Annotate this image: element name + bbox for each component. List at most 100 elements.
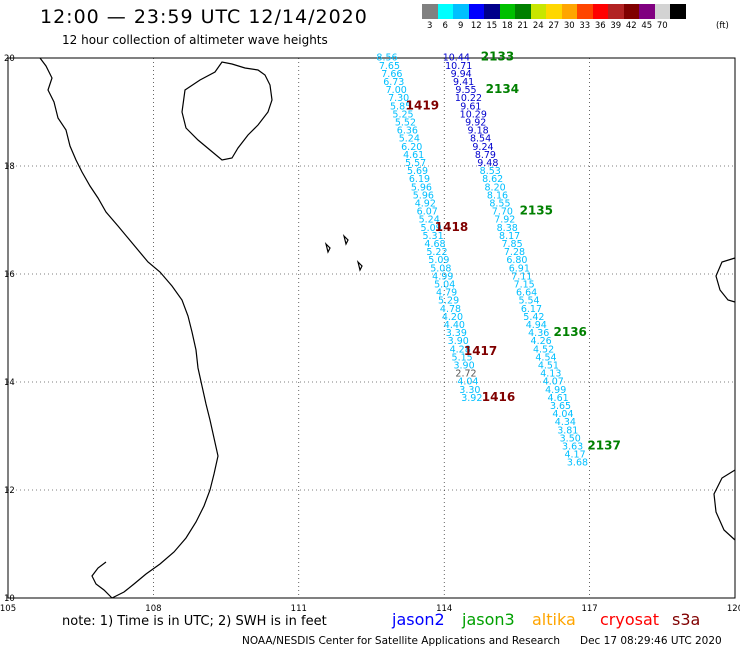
track-blue-east: 10.4410.719.949.419.5510.229.6110.299.92… bbox=[443, 50, 621, 469]
credit-line: NOAA/NESDIS Center for Satellite Applica… bbox=[242, 635, 560, 647]
pass-time-label: 1416 bbox=[482, 390, 515, 404]
wave-height-label: 4.99 bbox=[432, 271, 453, 282]
islet-c bbox=[356, 260, 363, 272]
wave-height-label: 7.70 bbox=[492, 207, 513, 218]
wave-height-label: 4.79 bbox=[436, 288, 457, 299]
wave-height-label: 8.17 bbox=[499, 231, 520, 242]
legend-swatch bbox=[484, 4, 500, 19]
wave-height-label: 6.36 bbox=[397, 126, 418, 137]
wave-height-label: 6.91 bbox=[509, 263, 530, 274]
wave-height-label: 4.40 bbox=[444, 320, 465, 331]
wave-height-label: 7.66 bbox=[381, 69, 402, 80]
wave-height-label: 4.04 bbox=[552, 409, 573, 420]
legend-swatch bbox=[639, 4, 655, 19]
legend-label: 39 bbox=[610, 21, 622, 31]
legend-swatch bbox=[670, 4, 686, 19]
wave-height-label: 4.54 bbox=[535, 352, 556, 363]
wave-height-label: 3.68 bbox=[567, 458, 588, 469]
pass-time-label: 1418 bbox=[435, 220, 468, 234]
legend-label: 9 bbox=[458, 21, 464, 31]
wave-height-label: 6.07 bbox=[417, 207, 438, 218]
wave-height-label: 4.36 bbox=[528, 328, 549, 339]
wave-height-label: 3.50 bbox=[560, 433, 581, 444]
legend-label: 30 bbox=[563, 21, 575, 31]
y-tick-label: 18 bbox=[4, 162, 15, 172]
wave-height-label: 4.04 bbox=[457, 377, 478, 388]
wave-height-label: 8.62 bbox=[482, 174, 503, 185]
wave-height-label: 3.30 bbox=[459, 385, 480, 396]
mission-label-jason3: jason3 bbox=[462, 610, 515, 629]
wave-height-label: 5.31 bbox=[422, 231, 443, 242]
x-tick-label: 111 bbox=[291, 604, 307, 614]
legend-swatch bbox=[453, 4, 469, 19]
wave-height-label: 3.90 bbox=[453, 361, 474, 372]
page-subtitle: 12 hour collection of altimeter wave hei… bbox=[62, 33, 328, 47]
islet-a bbox=[324, 242, 331, 254]
wave-height-label: 6.64 bbox=[516, 288, 537, 299]
pass-time-label: 2133 bbox=[481, 50, 514, 64]
wave-height-label: 4.99 bbox=[545, 385, 566, 396]
wave-height-label: 5.24 bbox=[399, 134, 420, 145]
wave-height-label: 4.61 bbox=[403, 150, 424, 161]
philippines-coast bbox=[713, 469, 736, 541]
legend-swatch bbox=[623, 4, 639, 19]
wave-height-label: 3.81 bbox=[557, 425, 578, 436]
wave-height-label: 5.09 bbox=[428, 255, 449, 266]
wave-height-label: 4.07 bbox=[543, 377, 564, 388]
legend-swatch bbox=[608, 4, 624, 19]
wave-height-label: 4.26 bbox=[531, 336, 552, 347]
legend-swatch bbox=[561, 4, 577, 19]
wave-height-label: 9.24 bbox=[472, 142, 493, 153]
wave-height-label: 4.52 bbox=[533, 344, 554, 355]
x-tick-label: 117 bbox=[581, 604, 597, 614]
mission-label-altika: altika bbox=[532, 610, 576, 629]
wave-height-label: 5.25 bbox=[392, 109, 413, 120]
legend-label: 21 bbox=[517, 21, 529, 31]
wave-height-label: 4.68 bbox=[424, 239, 445, 250]
wave-height-label: 7.92 bbox=[494, 215, 515, 226]
pass-time-label: 2136 bbox=[554, 325, 587, 339]
wave-height-label: 3.92 bbox=[461, 393, 482, 404]
wave-height-label: 8.53 bbox=[480, 166, 501, 177]
wave-height-label: 7.30 bbox=[388, 93, 409, 104]
map-frame bbox=[7, 57, 736, 599]
wave-height-label: 6.80 bbox=[506, 255, 527, 266]
legend-swatch bbox=[437, 4, 453, 19]
wave-height-label: 6.20 bbox=[401, 142, 422, 153]
wave-height-label: 4.34 bbox=[555, 417, 576, 428]
legend-label: 33 bbox=[579, 21, 591, 31]
wave-height-label: 4.61 bbox=[548, 393, 569, 404]
wave-height-label: 9.55 bbox=[455, 85, 476, 96]
y-tick-label: 14 bbox=[4, 378, 15, 388]
legend-label: 42 bbox=[625, 21, 637, 31]
wave-height-label: 8.20 bbox=[485, 182, 506, 193]
footer-note: note: 1) Time is in UTC; 2) SWH is in fe… bbox=[62, 614, 327, 629]
wave-height-label: 4.92 bbox=[415, 199, 436, 210]
y-tick-label: 20 bbox=[4, 54, 15, 64]
wave-height-label: 9.94 bbox=[451, 69, 472, 80]
wave-height-label: 5.04 bbox=[434, 280, 455, 291]
page-title: 12:00 — 23:59 UTC 12/14/2020 bbox=[40, 6, 368, 28]
wave-height-label: 7.11 bbox=[511, 271, 532, 282]
mekong-delta bbox=[91, 561, 113, 599]
coastline bbox=[39, 57, 736, 599]
wave-height-label: 5.09 bbox=[421, 223, 442, 234]
x-tick-label: 105 bbox=[0, 604, 16, 614]
legend-label: 6 bbox=[442, 21, 448, 31]
wave-height-label: 8.55 bbox=[489, 199, 510, 210]
wave-height-label: 5.54 bbox=[518, 296, 539, 307]
wave-height-label: 8.38 bbox=[497, 223, 518, 234]
wave-height-label: 5.96 bbox=[413, 190, 434, 201]
wave-height-label: 4.20 bbox=[442, 312, 463, 323]
wave-height-label: 9.41 bbox=[453, 77, 474, 88]
color-legend-labels: 3 6 9 12 15 18 21 24 27 30 33 36 39 42 45 70 bbox=[422, 21, 670, 31]
generated-timestamp: Dec 17 08:29:46 UTC 2020 bbox=[580, 635, 722, 647]
wave-height-label: 5.22 bbox=[426, 247, 447, 258]
wave-height-label: 10.44 bbox=[443, 53, 470, 64]
wave-height-label: 6.19 bbox=[409, 174, 430, 185]
legend-swatch bbox=[530, 4, 546, 19]
wave-height-label: 9.48 bbox=[477, 158, 498, 169]
legend-label: 24 bbox=[532, 21, 544, 31]
color-legend bbox=[422, 4, 686, 19]
wave-height-label: 3.65 bbox=[550, 401, 571, 412]
